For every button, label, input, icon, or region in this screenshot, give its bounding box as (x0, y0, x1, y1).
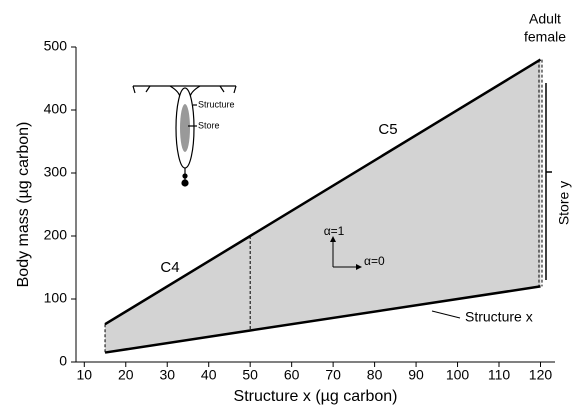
x-tick-label: 40 (201, 367, 217, 383)
store (180, 104, 190, 152)
x-tick-label: 30 (159, 367, 175, 383)
inset-label: Structure (198, 99, 235, 109)
series-line (104, 58, 542, 326)
y-tick-label: 400 (44, 101, 68, 117)
arrow-head (356, 264, 362, 270)
series-line (104, 285, 541, 354)
inset-label: Store (198, 120, 220, 130)
y-tick-label: 200 (44, 227, 68, 243)
antenna (145, 85, 151, 93)
y-tick-label: 500 (44, 38, 68, 54)
shaded-area (105, 59, 541, 353)
y-tick-label: 100 (44, 290, 68, 306)
annotation: C4 (160, 259, 179, 276)
x-tick-label: 80 (367, 367, 383, 383)
x-tick-label: 100 (446, 367, 470, 383)
antenna (219, 85, 225, 93)
antenna (233, 85, 237, 94)
copepod-inset (132, 85, 237, 187)
annotation: Store y (556, 181, 572, 225)
tail (181, 179, 189, 187)
x-tick-label: 20 (118, 367, 134, 383)
x-axis-label: Structure x (µg carbon) (234, 388, 398, 405)
x-tick-label: 120 (529, 367, 553, 383)
arrow-head (330, 236, 336, 242)
tail (182, 173, 188, 179)
antenna (132, 85, 136, 94)
annotation: Structure x (465, 309, 533, 325)
annotation: female (524, 29, 566, 45)
y-tick-label: 0 (59, 353, 67, 369)
annotation: α=1 (324, 224, 345, 238)
x-tick-label: 70 (325, 367, 341, 383)
annotation: α=0 (364, 254, 385, 268)
annotation: Adult (529, 11, 561, 27)
x-tick-label: 110 (488, 367, 511, 383)
x-tick-label: 90 (408, 367, 424, 383)
x-tick-label: 50 (242, 367, 258, 383)
pointer (431, 310, 461, 319)
y-axis-label: Body mass (µg carbon) (15, 122, 32, 288)
y-tick-label: 300 (44, 164, 68, 180)
annotation: C5 (378, 121, 397, 138)
x-tick-label: 60 (284, 367, 300, 383)
x-tick-label: 10 (77, 367, 93, 383)
